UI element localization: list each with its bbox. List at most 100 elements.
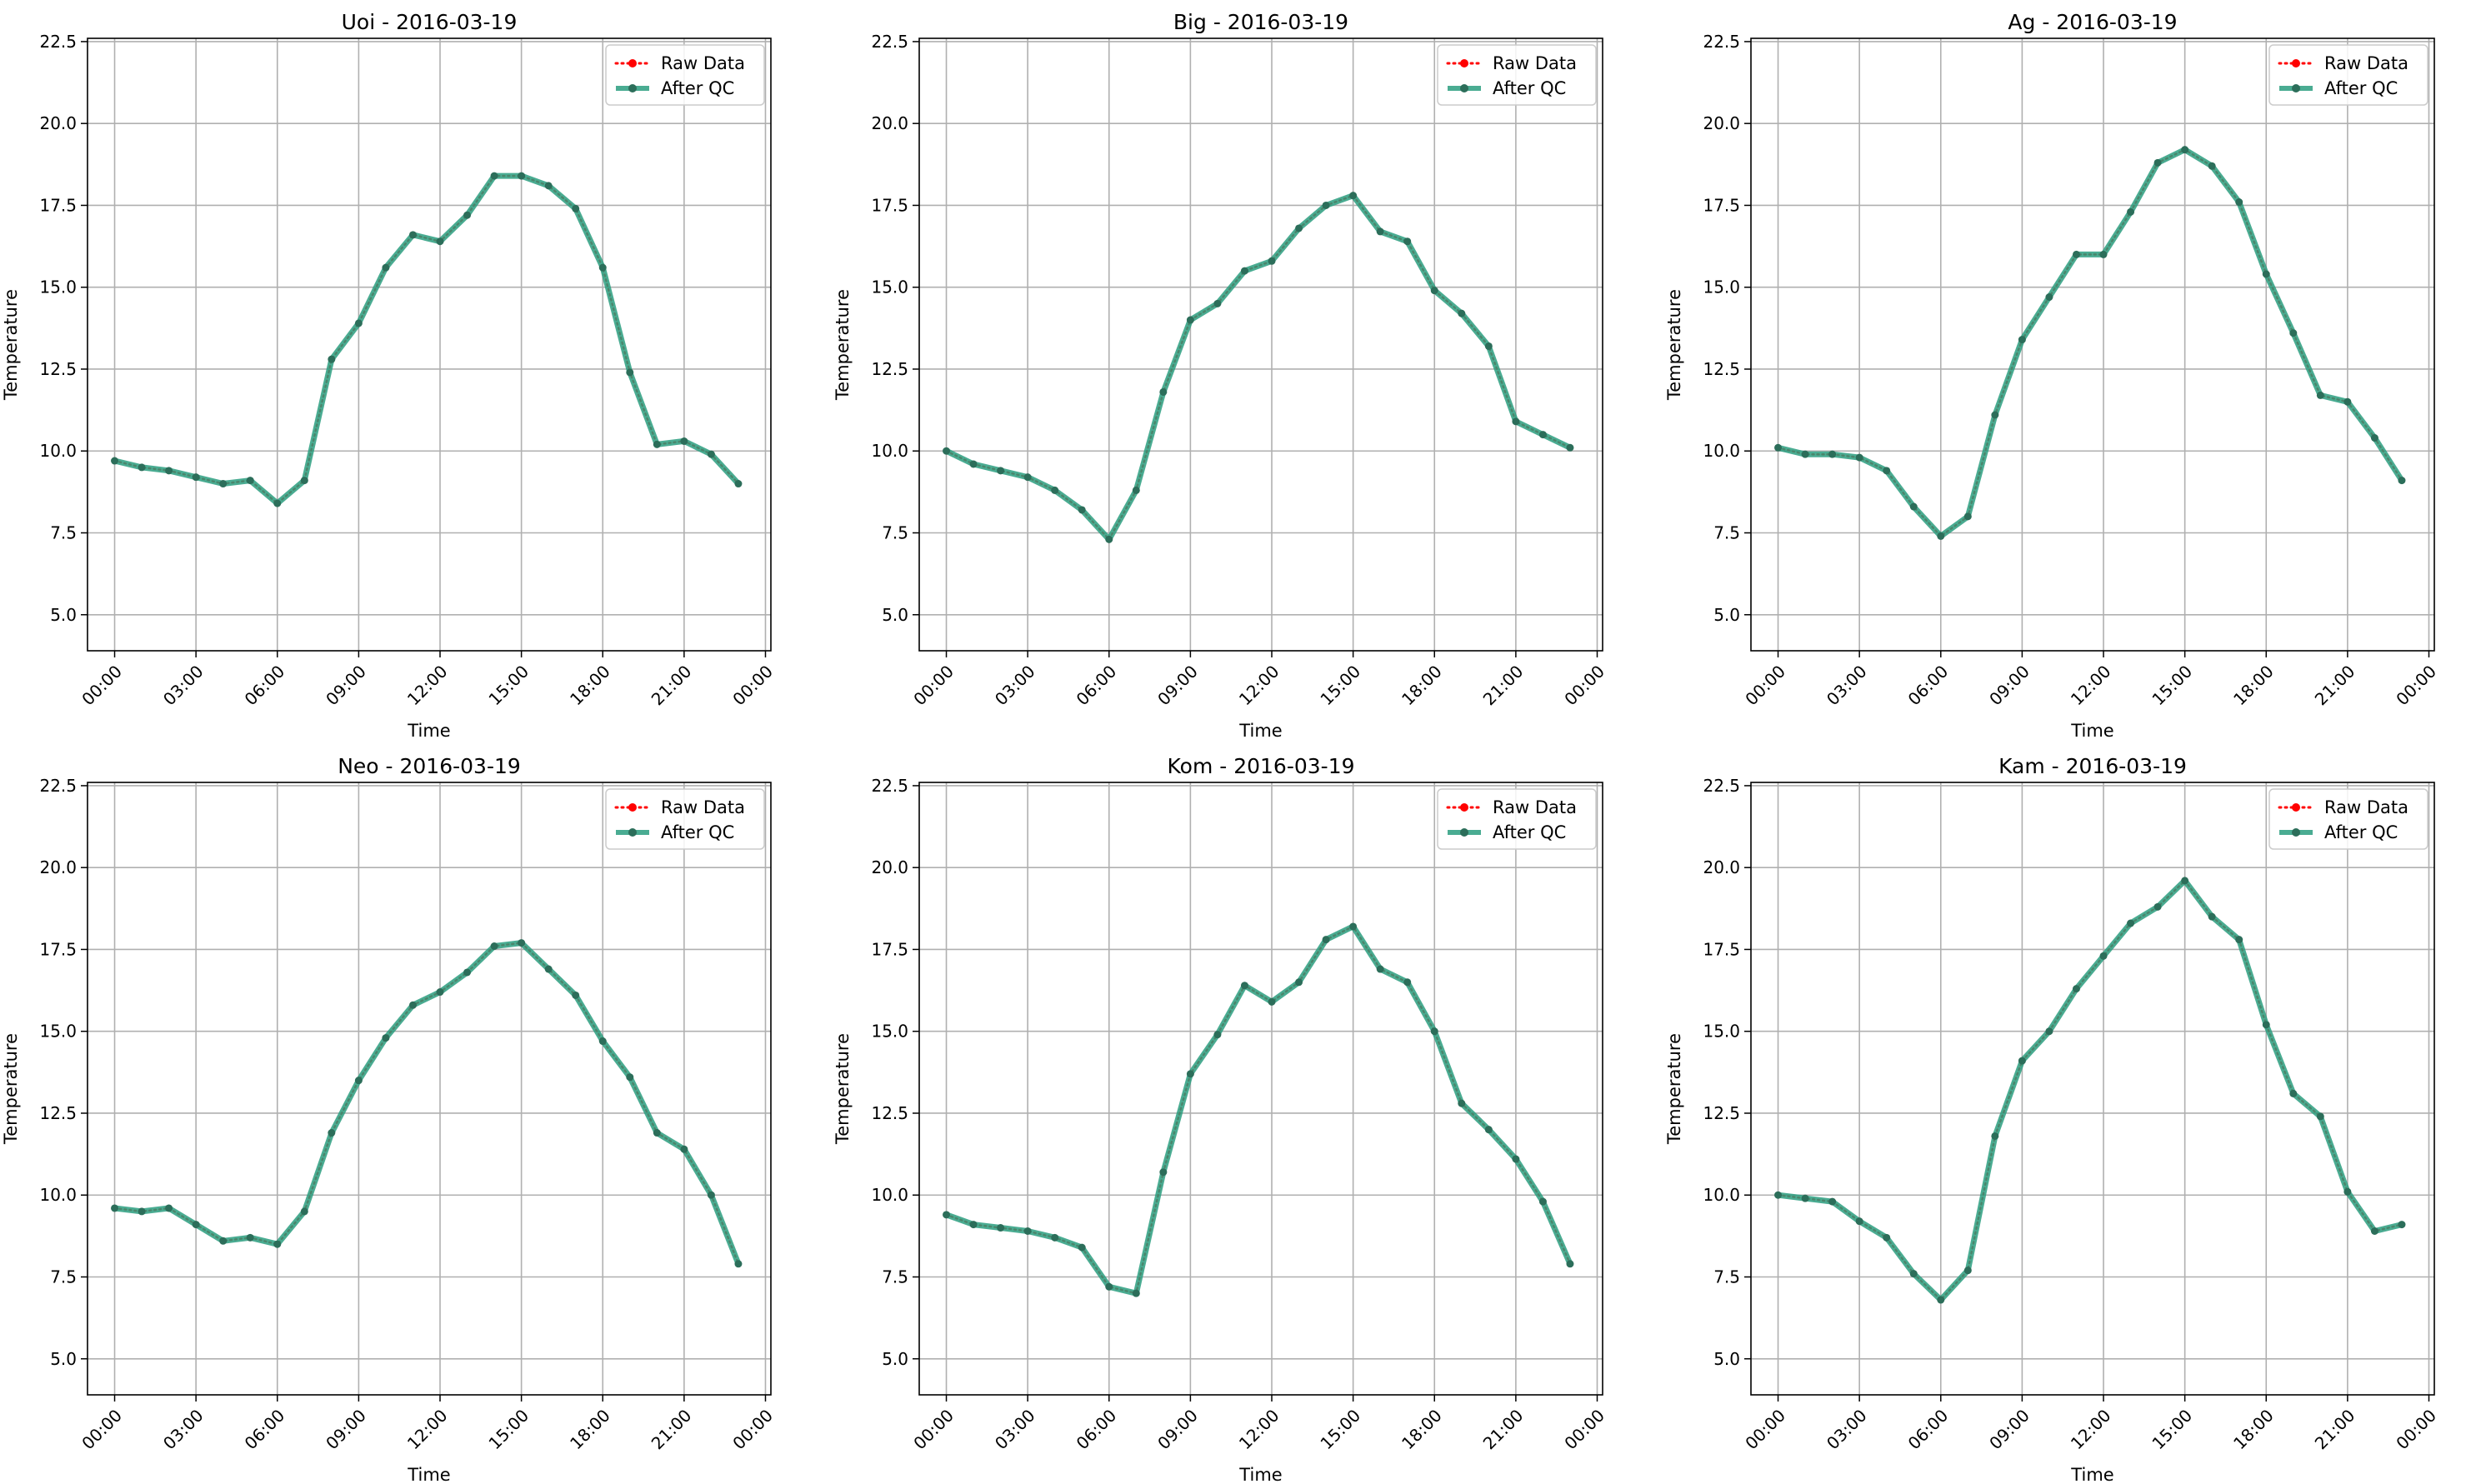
x-tick-label: 18:00 (2229, 662, 2278, 710)
x-tick-label: 00:00 (2392, 662, 2440, 710)
y-tick-label: 17.5 (871, 939, 908, 959)
data-point (111, 1204, 119, 1212)
data-point (2181, 146, 2189, 154)
data-point (1937, 1296, 1945, 1304)
data-point (1322, 936, 1330, 944)
axes-frame (918, 37, 1603, 652)
x-tick-label: 18:00 (2229, 1406, 2278, 1454)
data-point (138, 463, 146, 472)
data-point (2316, 391, 2324, 399)
y-tick-label: 22.5 (39, 32, 77, 52)
data-point (1403, 237, 1412, 246)
data-point (1240, 982, 1248, 990)
y-tick-label: 20.0 (1703, 113, 1740, 133)
data-point (1484, 1126, 1493, 1134)
y-axis-label: Temperature (1, 289, 21, 401)
data-point (436, 237, 444, 246)
x-tick-label: 21:00 (2311, 662, 2359, 710)
y-tick-label: 7.5 (50, 1267, 77, 1287)
data-point (2398, 477, 2406, 485)
data-point (1430, 287, 1438, 295)
x-tick-label: 03:00 (991, 1406, 1039, 1454)
data-point (2370, 1227, 2378, 1235)
legend-label-raw-data: Raw Data (2324, 797, 2408, 817)
data-point (734, 1260, 743, 1268)
y-tick-label: 17.5 (39, 195, 77, 215)
data-point (544, 965, 553, 973)
data-point (219, 1237, 228, 1245)
x-tick-label: 09:00 (322, 662, 370, 710)
data-point (1403, 978, 1412, 987)
y-tick-label: 15.0 (871, 277, 908, 297)
legend: Raw Data After QC (1437, 44, 1597, 106)
legend: Raw Data After QC (2268, 788, 2428, 850)
data-point (1566, 1260, 1574, 1268)
data-point (1186, 1070, 1194, 1078)
chart-title: Kam - 2016-03-19 (1998, 754, 2187, 778)
data-point (165, 1204, 173, 1212)
legend-label-after-qc: After QC (2324, 78, 2398, 98)
data-point (1349, 922, 1358, 931)
plot-area (919, 38, 1603, 651)
x-tick-label: 12:00 (1235, 1406, 1283, 1454)
data-point (2072, 985, 2080, 993)
axes-frame (918, 782, 1603, 1396)
legend-marker-raw-data (2292, 59, 2300, 67)
y-tick-label: 22.5 (1703, 776, 1740, 796)
y-tick-label: 12.5 (871, 359, 908, 379)
y-tick-label: 17.5 (1703, 939, 1740, 959)
data-point (1078, 506, 1086, 514)
data-point (354, 1077, 363, 1085)
data-point (598, 263, 607, 272)
x-tick-label: 21:00 (648, 662, 696, 710)
axes-frame (1750, 37, 2435, 652)
x-tick-label: 18:00 (1398, 1406, 1446, 1454)
y-tick-label: 7.5 (50, 523, 77, 543)
data-point (1376, 227, 1384, 236)
data-point (544, 182, 553, 190)
y-tick-label: 17.5 (871, 195, 908, 215)
data-point (1909, 1270, 1918, 1278)
legend-label-raw-data: Raw Data (1493, 797, 1577, 817)
chart-title: Neo - 2016-03-19 (338, 754, 521, 778)
data-point (1376, 965, 1384, 973)
legend-marker-after-qc (2292, 84, 2300, 92)
legend-label-raw-data: Raw Data (1493, 53, 1577, 73)
x-tick-label: 03:00 (159, 1406, 208, 1454)
y-axis-label: Temperature (833, 289, 853, 401)
data-point (1051, 1233, 1059, 1242)
data-point (2262, 270, 2270, 278)
data-point (626, 1073, 634, 1082)
data-point (300, 477, 308, 485)
y-tick-label: 15.0 (871, 1022, 908, 1042)
data-point (1430, 1027, 1438, 1036)
y-tick-label: 22.5 (1703, 32, 1740, 52)
data-point (734, 480, 743, 488)
y-tick-label: 12.5 (1703, 1103, 1740, 1123)
legend-label-after-qc: After QC (661, 78, 734, 98)
data-point (1132, 486, 1140, 494)
data-point (1991, 411, 1999, 419)
x-tick-label: 09:00 (1153, 1406, 1202, 1454)
data-point (1538, 431, 1547, 439)
plot-area (88, 38, 771, 651)
data-point (273, 499, 282, 507)
y-tick-label: 12.5 (871, 1103, 908, 1123)
chart-panel: 5.0 7.5 10.0 12.5 15.0 17.5 20.0 22.5 00:00 03:00… (1, 10, 777, 741)
data-point (490, 172, 498, 180)
legend-marker-raw-data (1460, 59, 1468, 67)
data-point (192, 473, 200, 482)
y-tick-label: 17.5 (39, 939, 77, 959)
plot-area (1751, 782, 2434, 1395)
data-point (2045, 1027, 2053, 1036)
x-tick-label: 00:00 (1741, 662, 1789, 710)
data-point (219, 480, 228, 488)
data-point (1186, 316, 1194, 324)
data-point (2343, 397, 2352, 406)
data-point (2018, 1057, 2026, 1065)
data-point (2262, 1021, 2270, 1029)
x-tick-label: 00:00 (1560, 1406, 1608, 1454)
y-tick-label: 7.5 (882, 1267, 908, 1287)
legend-label-after-qc: After QC (1493, 822, 1566, 842)
